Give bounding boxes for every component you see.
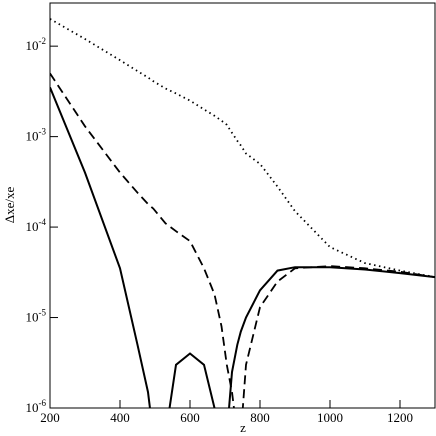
x-tick-label: 600 [180, 410, 200, 425]
series-line [50, 72, 435, 408]
y-tick-label: 10-6 [26, 398, 47, 415]
x-tick-label: 800 [250, 410, 270, 425]
y-tick-label: 10-5 [26, 308, 47, 325]
plot-frame [49, 2, 436, 409]
series-line [50, 18, 435, 278]
y-tick-label: 10-4 [26, 217, 47, 234]
x-tick-label: 200 [40, 410, 60, 425]
y-tick-label: 10-2 [26, 36, 47, 53]
x-axis-label: z [240, 420, 246, 435]
series-line [50, 87, 435, 408]
y-tick-label: 10-3 [26, 127, 47, 144]
x-tick-label: 1200 [387, 410, 413, 425]
x-tick-label: 400 [110, 410, 130, 425]
y-axis-label: Δxe/xe [2, 187, 17, 224]
x-tick-label: 1000 [317, 410, 343, 425]
